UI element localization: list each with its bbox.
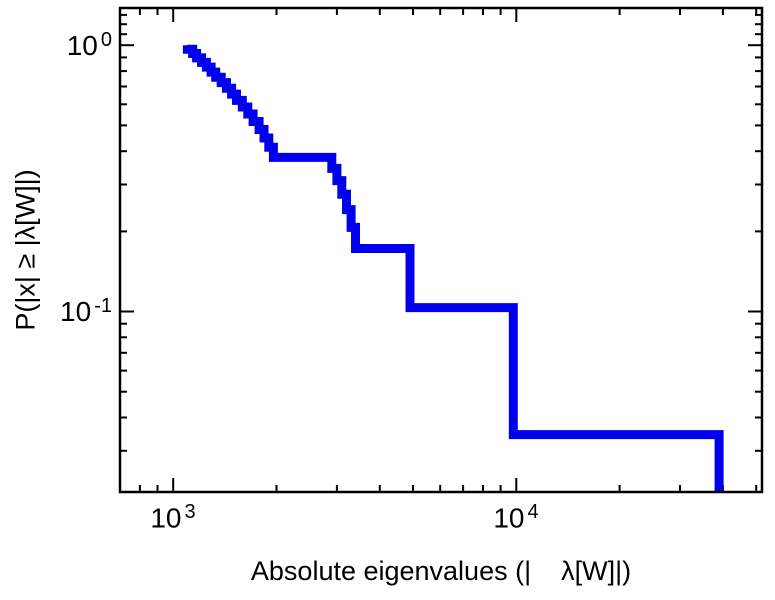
plot-frame bbox=[118, 6, 764, 494]
x-tick-1e4-exponent: 4 bbox=[527, 501, 539, 523]
y-tick-1e0-exponent: 0 bbox=[100, 28, 112, 51]
x-tick-1e4-base: 10 bbox=[493, 502, 525, 534]
x-tick-1e3-base: 10 bbox=[150, 502, 182, 534]
y-tick-label-1e-1: 10 -1 bbox=[60, 294, 112, 328]
y-tick-1e-1-exponent: -1 bbox=[94, 294, 112, 317]
y-tick-1e-1-base: 10 bbox=[60, 296, 92, 328]
y-axis-label: P(|x| ≥ |λ[W]|) bbox=[10, 169, 41, 331]
x-axis-label: Absolute eigenvalues (| λ[W]|) bbox=[250, 556, 632, 586]
x-tick-label-1e4: 10 4 bbox=[493, 500, 538, 534]
x-tick-1e3-exponent: 3 bbox=[184, 501, 196, 523]
x-tick-label-1e3: 10 3 bbox=[150, 500, 195, 534]
y-tick-1e0-base: 10 bbox=[66, 30, 98, 62]
y-tick-label-1e0: 10 0 bbox=[67, 28, 112, 62]
ccdf-curve bbox=[182, 44, 724, 492]
